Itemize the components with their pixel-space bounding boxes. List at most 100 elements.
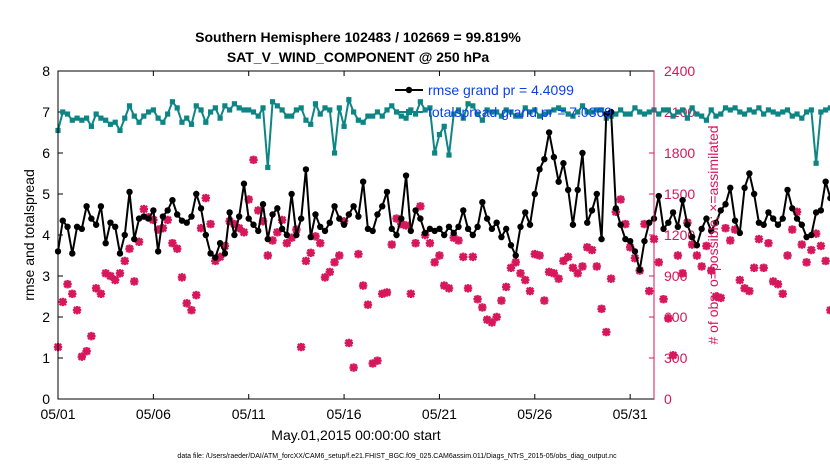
totalspread-point [560, 107, 567, 113]
totalspread-point [675, 109, 681, 115]
totalspread-point [150, 107, 156, 113]
obs-point [568, 263, 578, 272]
obs-point [416, 202, 425, 211]
rmse-point [469, 231, 477, 239]
totalspread-point [79, 117, 85, 123]
rmse-point [312, 211, 319, 218]
obs-point [792, 207, 802, 216]
rmse-point [112, 223, 119, 230]
obs-point [201, 193, 211, 203]
obs-x-marker [563, 252, 573, 262]
totalspread-point [589, 109, 595, 115]
rmse-point [483, 215, 491, 222]
obs-point [687, 240, 697, 249]
obs-x-marker [82, 346, 91, 356]
rmse-point [207, 250, 214, 257]
rmse-point [421, 229, 429, 237]
totalspread-point [365, 113, 371, 119]
obs-x-marker [487, 318, 497, 327]
obs-x-marker [111, 275, 120, 285]
obs-point [72, 305, 82, 315]
obs-x-marker [807, 245, 816, 255]
obs-x-marker [149, 215, 158, 225]
rmse-point [464, 225, 472, 233]
obs-x-marker [568, 263, 578, 272]
obs-x-marker [363, 300, 373, 309]
obs-point [816, 241, 826, 251]
totalspread-point [441, 123, 447, 129]
obs-x-marker [416, 202, 425, 211]
x-axis-label: May.01,2015 00:00:00 start [271, 427, 441, 443]
rmse-point [407, 227, 415, 235]
rmse-point [817, 207, 825, 214]
obs-point [192, 290, 201, 300]
obs-point [182, 299, 191, 308]
obs-x-marker [320, 273, 330, 282]
totalspread-point [145, 109, 152, 115]
obs-point [764, 239, 773, 248]
y-left-tick-label: 8 [42, 63, 50, 79]
x-tick-label: 05/21 [422, 406, 457, 422]
obs-x-marker [101, 269, 110, 278]
obs-point [373, 356, 382, 365]
rmse-point [808, 231, 815, 239]
totalspread-point [446, 152, 452, 158]
totalspread-point [432, 150, 438, 156]
obs-point [134, 237, 144, 247]
totalspread-point [112, 119, 118, 125]
rmse-point [784, 186, 791, 194]
rmse-point [560, 160, 567, 167]
totalspread-point [141, 113, 147, 119]
rmse-point [331, 203, 338, 210]
rmse-point [617, 221, 624, 228]
obs-x-marker [630, 254, 640, 263]
obs-x-marker [778, 289, 787, 298]
rmse-point [436, 225, 443, 233]
totalspread-point [374, 109, 381, 115]
totalspread-point [69, 117, 75, 123]
obs-point [354, 249, 363, 259]
obs-x-marker [535, 251, 544, 260]
obs-point [673, 251, 683, 260]
totalspread-point [203, 119, 209, 125]
rmse-point [531, 190, 538, 198]
totalspread-point [188, 121, 195, 127]
totalspread-point [427, 105, 433, 111]
totalspread-point [455, 107, 462, 113]
rmse-point [212, 254, 219, 261]
obs-point [401, 221, 411, 230]
totalspread-point [136, 119, 142, 125]
obs-point [726, 236, 735, 245]
totalspread-point [780, 109, 786, 115]
obs-x-marker [382, 288, 392, 297]
obs-point [625, 243, 635, 252]
rmse-point [193, 190, 200, 198]
totalspread-point [594, 107, 600, 113]
obs-x-marker [182, 299, 191, 308]
totalspread-point [718, 111, 724, 117]
obs-x-marker [173, 244, 182, 253]
obs-x-marker [711, 292, 721, 301]
obs-point [115, 269, 125, 278]
obs-point [730, 225, 740, 234]
y-right-tick-label: 1500 [664, 186, 695, 202]
obs-point [487, 318, 497, 327]
rmse-point [398, 215, 405, 222]
y-left-tick-label: 3 [42, 268, 50, 284]
obs-x-marker [583, 243, 592, 252]
obs-x-marker [792, 207, 802, 216]
obs-point [678, 269, 687, 278]
rmse-point [83, 203, 90, 210]
obs-point [492, 312, 501, 322]
totalspread-point [351, 109, 357, 115]
y-axis-label-right: # of obs: o=possible; ×=assimilated [705, 125, 721, 344]
obs-point [501, 282, 511, 292]
obs-x-marker [201, 193, 211, 203]
obs-x-marker [764, 239, 773, 248]
obs-x-marker [387, 240, 396, 249]
obs-x-marker [540, 296, 549, 305]
rmse-point [665, 219, 672, 226]
obs-point [397, 219, 406, 229]
obs-x-marker [430, 258, 439, 267]
